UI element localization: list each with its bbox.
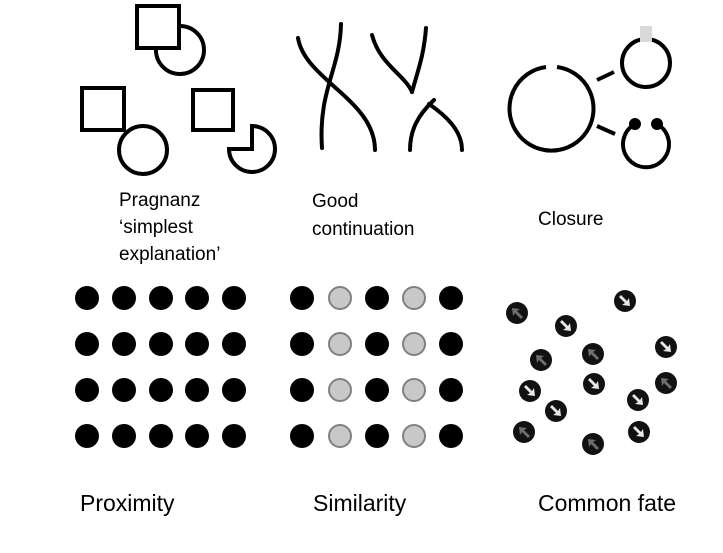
circle-occluded — [153, 23, 206, 76]
dot — [149, 286, 173, 310]
pragnanz-label-line1: Pragnanz — [119, 190, 201, 211]
similarity-label: Similarity — [313, 490, 407, 516]
dot — [149, 424, 173, 448]
light-dot — [328, 286, 352, 310]
dark-dot — [290, 286, 314, 310]
dark-dot — [439, 332, 463, 356]
arrow-down-right-dot — [545, 400, 567, 422]
closure-gap-patch — [640, 26, 652, 42]
dot — [185, 378, 209, 402]
dark-dot — [290, 378, 314, 402]
pragnanz-label-line3: explanation’ — [119, 244, 221, 265]
arrow-down-right-dot — [583, 373, 605, 395]
dark-dot — [365, 378, 389, 402]
dark-dot — [365, 332, 389, 356]
pragnanz-label-line2: ‘simplest — [119, 217, 193, 238]
light-dot — [328, 332, 352, 356]
dot — [222, 378, 246, 402]
similarity-row-3 — [290, 378, 463, 402]
connector-upper — [596, 70, 615, 82]
common-fate-dots — [506, 290, 677, 455]
good-continuation-label-line2: continuation — [312, 219, 415, 240]
large-open-circle — [507, 65, 596, 153]
light-dot — [402, 378, 426, 402]
proximity-label: Proximity — [80, 490, 175, 516]
closure-label: Closure — [538, 209, 604, 230]
arrow-up-left-dot — [655, 372, 677, 394]
arrow-down-right-dot — [655, 336, 677, 358]
pacman-circle — [226, 123, 277, 174]
light-dot — [402, 332, 426, 356]
dark-dot — [365, 424, 389, 448]
curve-a — [296, 36, 377, 152]
dot — [185, 424, 209, 448]
curve-f — [408, 98, 436, 152]
arrow-up-left-dot — [582, 433, 604, 455]
dot — [112, 378, 136, 402]
dark-dot — [439, 424, 463, 448]
arrow-down-right-dot — [628, 421, 650, 443]
arrow-down-right-dot — [627, 389, 649, 411]
dot — [149, 378, 173, 402]
light-dot — [328, 378, 352, 402]
dot — [112, 332, 136, 356]
curve-c — [370, 33, 414, 94]
dark-dot — [365, 286, 389, 310]
dot — [75, 332, 99, 356]
arrow-down-right-dot — [614, 290, 636, 312]
dot — [222, 286, 246, 310]
circle — [117, 124, 169, 176]
square — [191, 88, 235, 132]
good-continuation-label-line1: Good — [312, 191, 359, 212]
gap-end-dot-left — [629, 118, 641, 130]
square — [80, 86, 126, 132]
connector-lower — [596, 124, 616, 136]
dot — [112, 286, 136, 310]
dot — [149, 332, 173, 356]
dark-dot — [439, 286, 463, 310]
gap-end-dot-right — [651, 118, 663, 130]
small-circle-upper — [620, 37, 672, 89]
curve-d — [410, 26, 428, 94]
good-continuation-lines — [296, 22, 464, 152]
dot — [222, 332, 246, 356]
dark-dot — [290, 424, 314, 448]
arrow-down-right-dot — [519, 380, 541, 402]
light-dot — [328, 424, 352, 448]
arrow-up-left-dot — [506, 302, 528, 324]
similarity-row-1 — [290, 286, 463, 310]
similarity-row-2 — [290, 332, 463, 356]
pragnanz-shapes — [80, 4, 277, 176]
curve-b — [319, 22, 343, 150]
dot — [112, 424, 136, 448]
arrow-up-left-dot — [530, 349, 552, 371]
square — [135, 4, 181, 50]
dot — [75, 378, 99, 402]
small-circle-lower — [621, 122, 671, 170]
light-dot — [402, 286, 426, 310]
dot — [222, 424, 246, 448]
dot — [75, 424, 99, 448]
dark-dot — [290, 332, 314, 356]
proximity-dots — [75, 286, 246, 448]
arrow-up-left-dot — [513, 421, 535, 443]
dot — [75, 286, 99, 310]
similarity-dots — [290, 286, 463, 448]
arrow-down-right-dot — [555, 315, 577, 337]
common-fate-label: Common fate — [538, 490, 677, 516]
dot — [185, 286, 209, 310]
square-circle-pair-left — [80, 86, 169, 176]
square-circle-pair-top — [135, 4, 206, 76]
arrow-up-left-dot — [582, 343, 604, 365]
dot — [185, 332, 209, 356]
dark-dot — [439, 378, 463, 402]
closure-shapes — [507, 26, 672, 170]
curve-e — [427, 102, 464, 152]
similarity-row-4 — [290, 424, 463, 448]
square-circle-pair-right — [191, 88, 277, 174]
light-dot — [402, 424, 426, 448]
